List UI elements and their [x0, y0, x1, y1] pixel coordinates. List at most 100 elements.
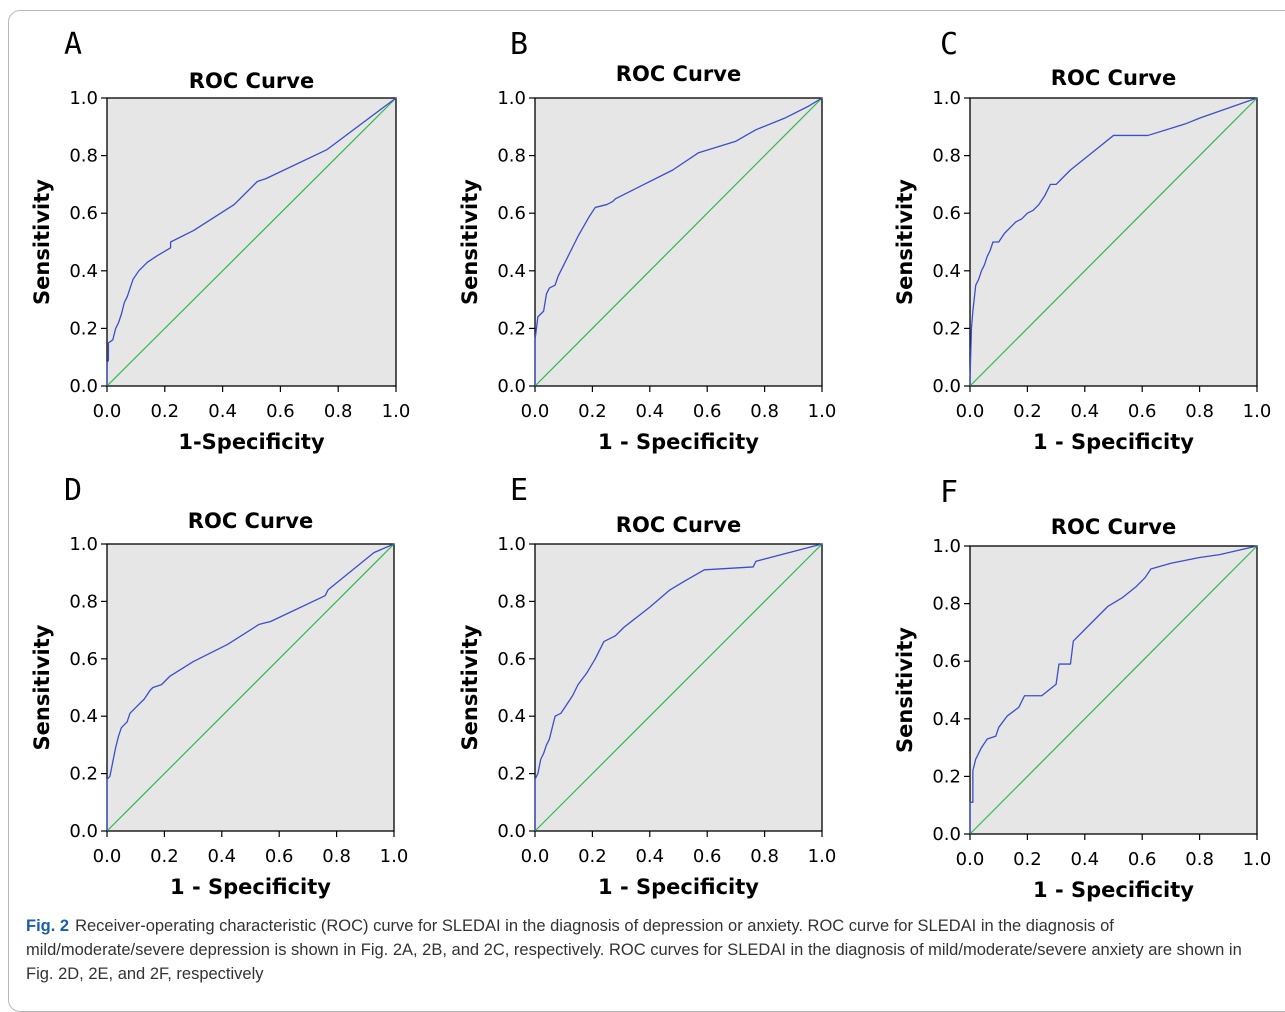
y-tick-label: 0.8 — [497, 146, 526, 167]
chart-panel-f: F ROC Curve 0.0 0.2 0.4 0.6 0.8 1.0 0.0 0.2 0.4 0.6… — [893, 475, 1271, 902]
x-tick-label: 0.4 — [1070, 849, 1099, 870]
y-tick-label: 0.0 — [69, 821, 98, 842]
reference-line-e — [534, 543, 823, 832]
y-tick-label: 0.6 — [932, 651, 961, 672]
roc-curve-c — [969, 97, 1258, 386]
x-tick-label: 0.2 — [1013, 401, 1042, 422]
chart-panel-c: C ROC Curve 0.0 0.2 0.4 0.6 0.8 1.0 0.0 0.2 0.4 0.6… — [893, 27, 1271, 454]
y-axis-label-d: Sensitivity — [30, 624, 54, 750]
figure-caption: Fig. 2 Receiver-operating characteristic … — [26, 914, 1271, 986]
x-tick-label: 0.4 — [635, 846, 664, 867]
x-tick-label: 1.0 — [380, 846, 409, 867]
y-tick-label: 0.8 — [932, 594, 961, 615]
y-tick-label: 0.4 — [497, 706, 526, 727]
chart-title-f: ROC Curve — [1051, 515, 1176, 539]
y-tick-label: 1.0 — [497, 534, 526, 555]
y-tick-label: 0.0 — [69, 376, 98, 397]
x-tick-label: 0.2 — [150, 846, 179, 867]
x-tick-label: 0.0 — [93, 401, 122, 422]
y-axis-label-f: Sensitivity — [893, 627, 917, 753]
chart-panel-a: A ROC Curve 0.0 0.2 0.4 0.6 0.8 1.0 0.0 0.2 0.4 0.6… — [30, 27, 410, 454]
x-axis-label-f: 1 - Specificity — [1033, 878, 1194, 902]
y-tick-label: 1.0 — [932, 536, 961, 557]
y-tick-label: 0.4 — [932, 709, 961, 730]
y-tick-label: 0.4 — [497, 261, 526, 282]
chart-title-e: ROC Curve — [616, 513, 741, 537]
x-axis-label-e: 1 - Specificity — [598, 875, 759, 899]
x-tick-label: 0.0 — [521, 846, 550, 867]
y-tick-label: 0.0 — [932, 824, 961, 845]
y-tick-label: 0.6 — [69, 203, 98, 224]
x-tick-label: 0.6 — [1128, 401, 1157, 422]
x-axis-label-c: 1 - Specificity — [1033, 430, 1194, 454]
y-axis-label-c: Sensitivity — [893, 179, 917, 305]
y-tick-label: 0.2 — [69, 764, 98, 785]
x-tick-label: 0.4 — [635, 401, 664, 422]
x-tick-label: 0.8 — [322, 846, 351, 867]
caption-label: Fig. 2 — [26, 917, 70, 935]
y-tick-label: 0.8 — [69, 591, 98, 612]
caption-text: Receiver-operating characteristic (ROC) … — [26, 917, 1242, 983]
x-tick-label: 0.2 — [578, 846, 607, 867]
y-tick-label: 0.6 — [497, 649, 526, 670]
y-tick-label: 0.2 — [932, 318, 961, 339]
chart-panel-d: D ROC Curve 0.0 0.2 0.4 0.6 0.8 1.0 0.0 0.2 0.4 0.6… — [30, 473, 408, 899]
x-tick-label: 0.8 — [1185, 401, 1214, 422]
x-tick-label: 0.2 — [578, 401, 607, 422]
x-tick-label: 0.2 — [150, 401, 179, 422]
y-tick-label: 0.2 — [497, 764, 526, 785]
y-tick-label: 0.4 — [69, 261, 98, 282]
y-tick-label: 0.2 — [932, 766, 961, 787]
x-tick-label: 0.8 — [324, 401, 353, 422]
x-tick-label: 1.0 — [1243, 401, 1272, 422]
x-tick-label: 0.6 — [265, 846, 294, 867]
roc-curve-d — [106, 543, 395, 831]
y-tick-label: 0.8 — [497, 591, 526, 612]
x-tick-label: 0.0 — [956, 849, 985, 870]
x-axis-label-d: 1 - Specificity — [170, 875, 331, 899]
y-tick-label: 0.8 — [932, 146, 961, 167]
x-tick-label: 1.0 — [808, 401, 837, 422]
x-tick-label: 0.6 — [1128, 849, 1157, 870]
y-tick-label: 0.4 — [932, 261, 961, 282]
panel-letter-f: F — [940, 475, 958, 510]
roc-curve-f — [969, 545, 1258, 834]
x-tick-label: 0.4 — [207, 846, 236, 867]
x-axis-label-a: 1-Specificity — [178, 430, 325, 454]
y-tick-label: 0.6 — [497, 203, 526, 224]
x-tick-label: 0.8 — [1185, 849, 1214, 870]
y-tick-label: 1.0 — [497, 88, 526, 109]
x-tick-label: 0.0 — [521, 401, 550, 422]
x-tick-label: 0.4 — [1070, 401, 1099, 422]
chart-title-a: ROC Curve — [189, 69, 314, 93]
panel-letter-d: D — [64, 473, 82, 508]
reference-line-d — [106, 543, 395, 832]
reference-line-f — [969, 545, 1258, 835]
roc-curve-b — [534, 97, 823, 386]
panel-letter-a: A — [64, 27, 82, 62]
y-axis-label-a: Sensitivity — [30, 179, 54, 305]
reference-line-b — [534, 97, 823, 387]
y-tick-label: 0.2 — [497, 318, 526, 339]
chart-title-d: ROC Curve — [188, 509, 313, 533]
panel-letter-c: C — [940, 27, 958, 62]
y-axis-label-b: Sensitivity — [458, 179, 482, 305]
x-tick-label: 0.6 — [693, 846, 722, 867]
panel-letter-e: E — [510, 473, 528, 508]
x-tick-label: 0.6 — [693, 401, 722, 422]
chart-panel-e: E ROC Curve 0.0 0.2 0.4 0.6 0.8 1.0 0.0 0.2 0.4 0.6… — [458, 473, 836, 899]
y-tick-label: 1.0 — [69, 534, 98, 555]
x-tick-label: 1.0 — [1243, 849, 1272, 870]
y-tick-label: 0.0 — [497, 821, 526, 842]
x-tick-label: 0.6 — [266, 401, 295, 422]
x-tick-label: 0.0 — [956, 401, 985, 422]
x-tick-label: 1.0 — [382, 401, 411, 422]
x-axis-label-b: 1 - Specificity — [598, 430, 759, 454]
y-tick-label: 1.0 — [69, 88, 98, 109]
y-tick-label: 0.2 — [69, 318, 98, 339]
chart-title-c: ROC Curve — [1051, 66, 1176, 90]
y-axis-label-e: Sensitivity — [458, 624, 482, 750]
y-tick-label: 0.4 — [69, 706, 98, 727]
x-tick-label: 0.2 — [1013, 849, 1042, 870]
